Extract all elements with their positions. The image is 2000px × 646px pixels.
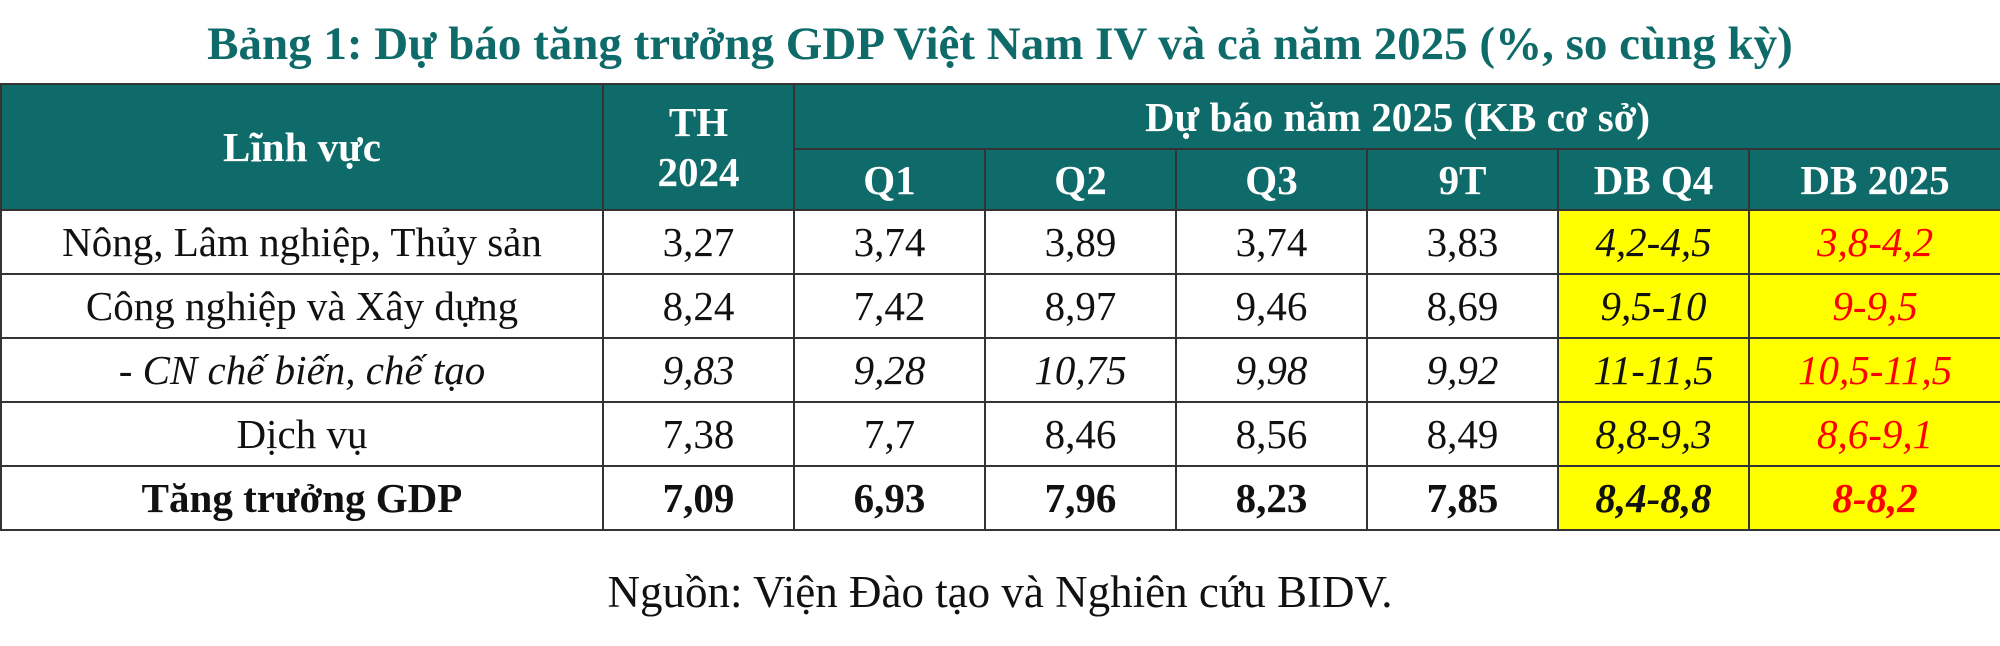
table-row-manufacturing: - CN chế biến, chế tạo 9,83 9,28 10,75 9…: [0, 337, 2000, 403]
header-col-q1: Q1: [793, 148, 986, 211]
row-field: Tăng trưởng GDP: [0, 465, 604, 531]
cell-th-2024: 7,38: [602, 401, 795, 467]
cell-th-2024: 7,09: [602, 465, 795, 531]
cell-db-2025: 8-8,2: [1747, 465, 2000, 531]
header-col-q2: Q2: [984, 148, 1177, 211]
cell-9t: 7,85: [1366, 465, 1559, 531]
cell-db-q4: 8,8-9,3: [1557, 401, 1750, 467]
cell-q2: 8,46: [984, 401, 1177, 467]
cell-th-2024: 9,83: [602, 337, 795, 403]
cell-db-2025: 10,5-11,5: [1747, 337, 2000, 403]
cell-q1: 3,74: [793, 209, 986, 275]
cell-q2: 7,96: [984, 465, 1177, 531]
cell-th-2024: 8,24: [602, 273, 795, 339]
cell-q3: 3,74: [1175, 209, 1368, 275]
header-th-2024-label: TH 2024: [657, 99, 740, 195]
cell-q2: 10,75: [984, 337, 1177, 403]
header-field: Lĩnh vực: [0, 83, 604, 211]
table-row-services: Dịch vụ 7,38 7,7 8,46 8,56 8,49 8,8-9,3 …: [0, 401, 2000, 467]
header-col-9t: 9T: [1366, 148, 1559, 211]
row-field: Dịch vụ: [0, 401, 604, 467]
cell-q3: 9,98: [1175, 337, 1368, 403]
cell-db-2025: 8,6-9,1: [1747, 401, 2000, 467]
cell-db-q4: 9,5-10: [1557, 273, 1750, 339]
cell-q1: 9,28: [793, 337, 986, 403]
gdp-forecast-table: Lĩnh vực TH 2024 Dự báo năm 2025 (KB cơ …: [0, 83, 2000, 531]
cell-q2: 3,89: [984, 209, 1177, 275]
cell-q1: 7,42: [793, 273, 986, 339]
cell-q3: 8,56: [1175, 401, 1368, 467]
row-field: Công nghiệp và Xây dựng: [0, 273, 604, 339]
cell-db-q4: 8,4-8,8: [1557, 465, 1750, 531]
table-title: Bảng 1: Dự báo tăng trưởng GDP Việt Nam …: [207, 18, 1793, 70]
header-th-2024: TH 2024: [602, 83, 795, 211]
cell-9t: 8,49: [1366, 401, 1559, 467]
table-row-gdp-growth: Tăng trưởng GDP 7,09 6,93 7,96 8,23 7,85…: [0, 465, 2000, 531]
cell-9t: 8,69: [1366, 273, 1559, 339]
header-col-q3: Q3: [1175, 148, 1368, 211]
row-field: - CN chế biến, chế tạo: [0, 337, 604, 403]
cell-9t: 9,92: [1366, 337, 1559, 403]
header-col-db-q4: DB Q4: [1557, 148, 1750, 211]
cell-db-2025: 9-9,5: [1747, 273, 2000, 339]
table-row-industry-construction: Công nghiệp và Xây dựng 8,24 7,42 8,97 9…: [0, 273, 2000, 339]
source-note: Nguồn: Viện Đào tạo và Nghiên cứu BIDV.: [607, 567, 1393, 617]
row-field: Nông, Lâm nghiệp, Thủy sản: [0, 209, 604, 275]
cell-q3: 8,23: [1175, 465, 1368, 531]
header-col-db-2025: DB 2025: [1747, 148, 2000, 211]
cell-q3: 9,46: [1175, 273, 1368, 339]
cell-9t: 3,83: [1366, 209, 1559, 275]
cell-db-q4: 11-11,5: [1557, 337, 1750, 403]
header-forecast-group: Dự báo năm 2025 (KB cơ sở): [792, 83, 2000, 150]
cell-db-q4: 4,2-4,5: [1557, 209, 1750, 275]
cell-db-2025: 3,8-4,2: [1747, 209, 2000, 275]
cell-th-2024: 3,27: [602, 209, 795, 275]
cell-q1: 6,93: [793, 465, 986, 531]
cell-q1: 7,7: [793, 401, 986, 467]
cell-q2: 8,97: [984, 273, 1177, 339]
table-row-agriculture: Nông, Lâm nghiệp, Thủy sản 3,27 3,74 3,8…: [0, 209, 2000, 275]
